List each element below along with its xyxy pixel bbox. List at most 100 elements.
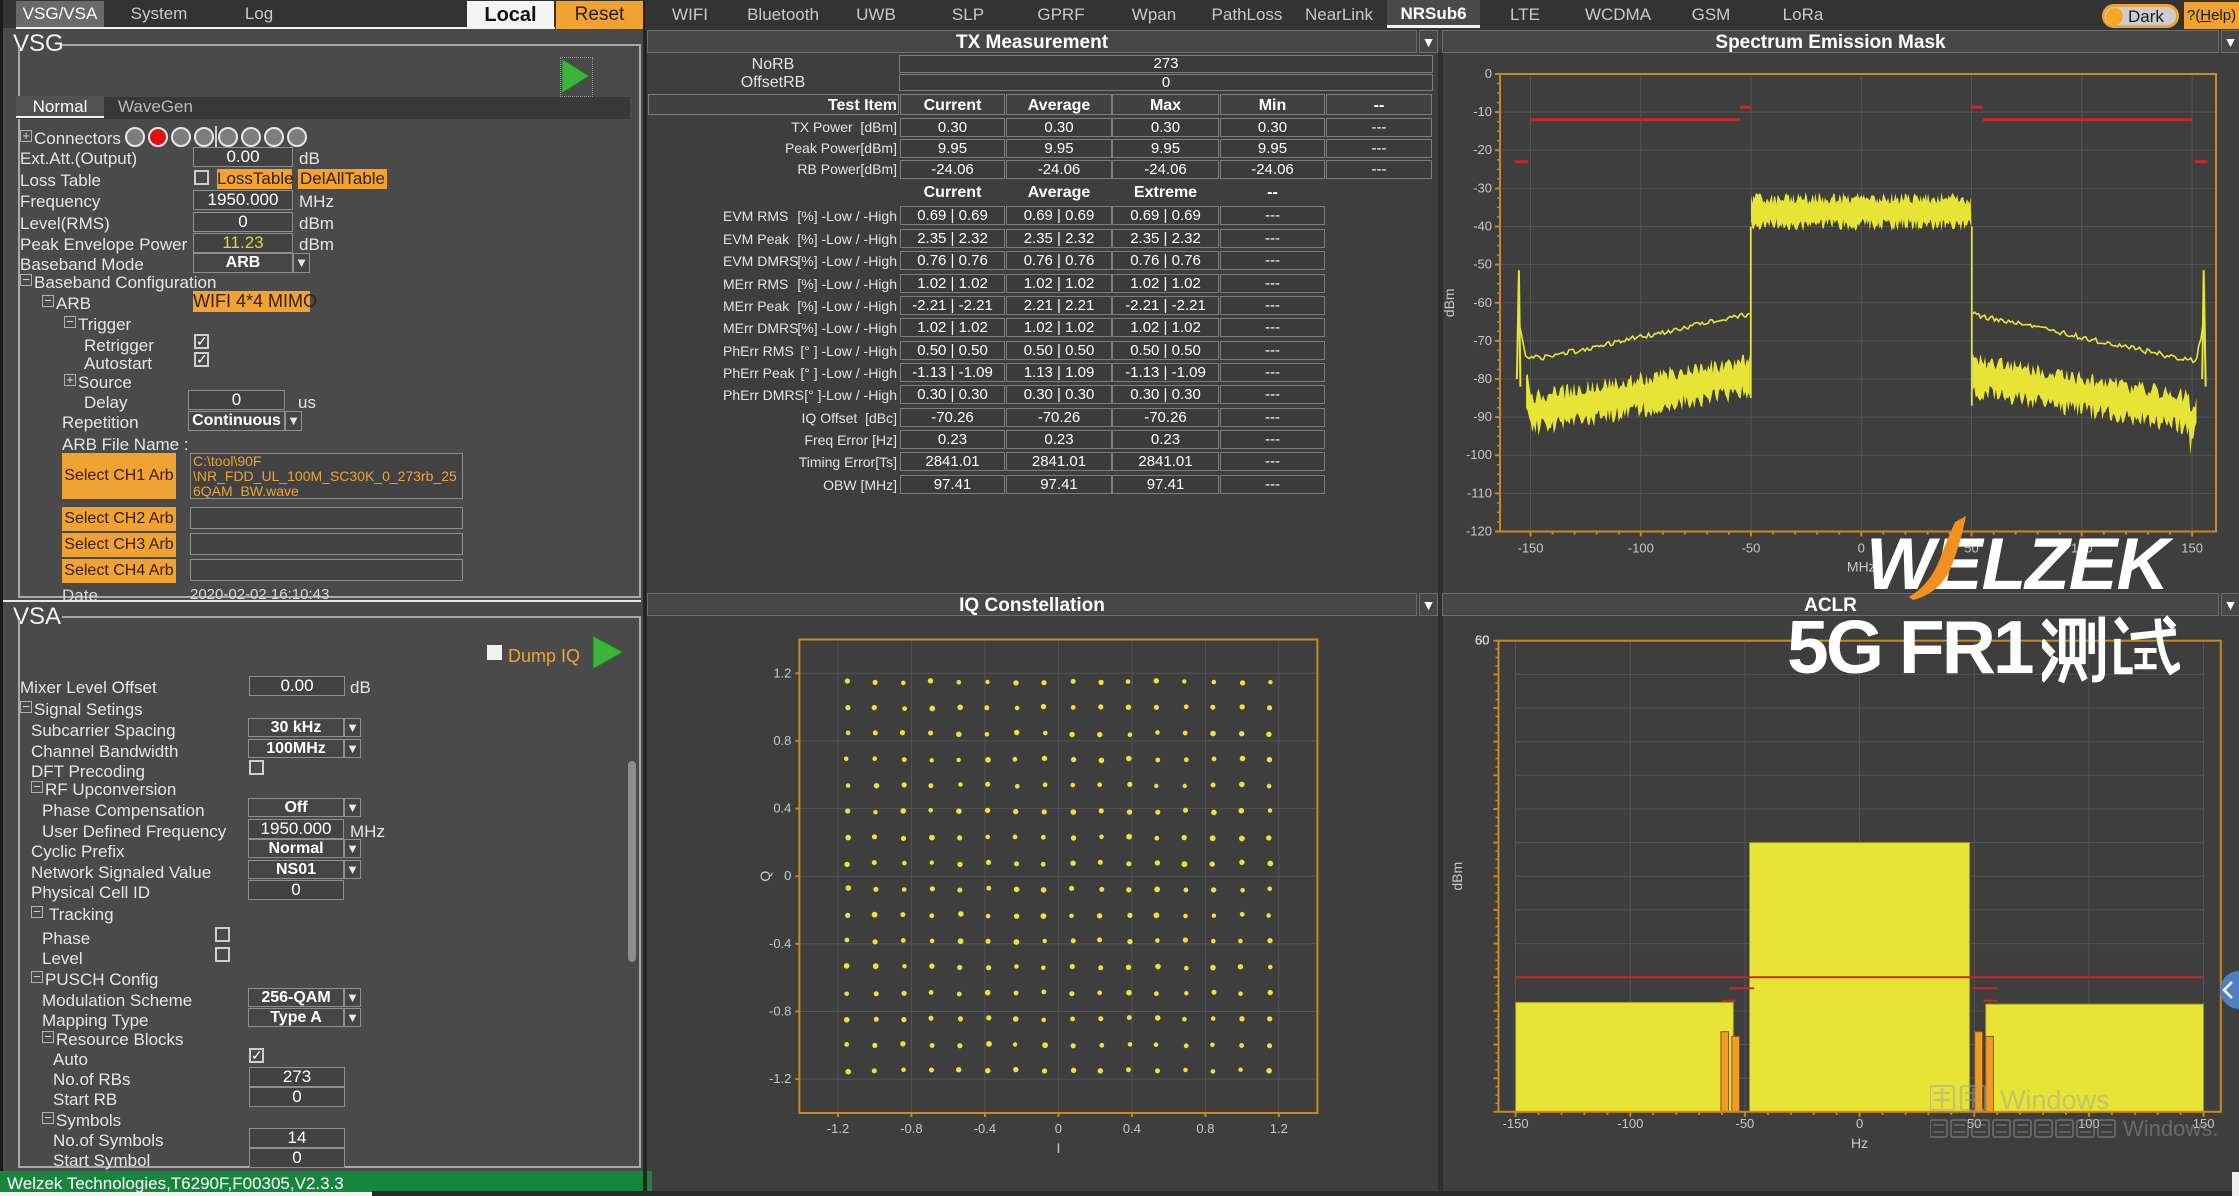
svg-text:60: 60 [1475, 633, 1489, 648]
svg-text:0: 0 [1856, 1116, 1863, 1131]
svg-text:60: 60 [1475, 633, 1489, 648]
svg-text:-100: -100 [1466, 447, 1492, 462]
svg-text:0: 0 [1055, 1121, 1062, 1136]
svg-text:60: 60 [1475, 633, 1489, 648]
svg-text:60: 60 [1475, 633, 1489, 648]
svg-text:60: 60 [1475, 633, 1489, 648]
svg-text:60: 60 [1475, 633, 1489, 648]
svg-text:60: 60 [1475, 633, 1489, 648]
svg-text:I: I [1056, 1140, 1060, 1156]
svg-text:0.4: 0.4 [1123, 1121, 1141, 1136]
svg-text:60: 60 [1475, 633, 1489, 648]
svg-text:60: 60 [1475, 633, 1489, 648]
svg-text:60: 60 [1475, 633, 1489, 648]
svg-text:60: 60 [1475, 633, 1489, 648]
svg-text:60: 60 [1475, 633, 1489, 648]
svg-text:60: 60 [1475, 633, 1489, 648]
svg-text:-90: -90 [1473, 409, 1492, 424]
svg-text:60: 60 [1475, 633, 1489, 648]
svg-text:Windows.: Windows. [2123, 1116, 2218, 1141]
svg-text:-1.2: -1.2 [769, 1071, 791, 1086]
svg-text:150: 150 [2193, 1116, 2215, 1131]
svg-text:-110: -110 [1467, 485, 1492, 500]
svg-text:-80: -80 [1473, 371, 1492, 386]
svg-text:60: 60 [1475, 633, 1489, 648]
svg-text:50: 50 [1964, 541, 1978, 556]
svg-text:-1.2: -1.2 [827, 1121, 849, 1136]
svg-text:-150: -150 [1503, 1116, 1529, 1131]
svg-text:-100: -100 [1617, 1116, 1643, 1131]
svg-text:1.2: 1.2 [1270, 1121, 1288, 1136]
svg-text:60: 60 [1475, 633, 1489, 648]
svg-text:60: 60 [1475, 633, 1489, 648]
svg-text:60: 60 [1475, 633, 1489, 648]
svg-text:60: 60 [1475, 633, 1489, 648]
svg-text:60: 60 [1475, 633, 1489, 648]
svg-text:60: 60 [1475, 633, 1489, 648]
svg-text:-10: -10 [1473, 104, 1492, 119]
svg-text:0: 0 [1485, 66, 1492, 81]
svg-text:60: 60 [1475, 633, 1489, 648]
svg-text:60: 60 [1475, 633, 1489, 648]
svg-text:60: 60 [1475, 633, 1489, 648]
svg-text:60: 60 [1475, 633, 1489, 648]
svg-text:60: 60 [1475, 633, 1489, 648]
svg-text:60: 60 [1475, 633, 1489, 648]
svg-text:60: 60 [1475, 633, 1489, 648]
svg-text:-50: -50 [1742, 541, 1761, 556]
svg-text:60: 60 [1475, 633, 1489, 648]
svg-text:MHz: MHz [1847, 559, 1876, 575]
svg-text:-40: -40 [1473, 219, 1492, 234]
svg-text:60: 60 [1475, 633, 1489, 648]
svg-text:150: 150 [2181, 541, 2203, 556]
svg-text:dBm: dBm [1441, 288, 1457, 317]
svg-text:60: 60 [1475, 633, 1489, 648]
svg-text:60: 60 [1475, 633, 1489, 648]
svg-text:60: 60 [1475, 633, 1489, 648]
svg-text:60: 60 [1475, 633, 1489, 648]
svg-text:60: 60 [1475, 633, 1489, 648]
svg-text:60: 60 [1475, 633, 1489, 648]
svg-text:60: 60 [1475, 633, 1489, 648]
svg-text:1.2: 1.2 [773, 665, 791, 680]
svg-text:-0.8: -0.8 [769, 1004, 791, 1019]
svg-text:60: 60 [1475, 633, 1489, 648]
svg-text:60: 60 [1475, 633, 1489, 648]
svg-text:60: 60 [1475, 633, 1489, 648]
svg-text:-60: -60 [1473, 295, 1492, 310]
svg-text:60: 60 [1475, 633, 1489, 648]
svg-text:-0.4: -0.4 [974, 1121, 996, 1136]
svg-text:60: 60 [1475, 633, 1489, 648]
svg-text:-150: -150 [1517, 541, 1543, 556]
svg-text:60: 60 [1475, 633, 1489, 648]
svg-text:0.8: 0.8 [1196, 1121, 1214, 1136]
svg-text:Q: Q [760, 871, 773, 882]
svg-text:-0.8: -0.8 [900, 1121, 922, 1136]
svg-text:60: 60 [1475, 633, 1489, 648]
svg-text:-100: -100 [1628, 541, 1654, 556]
svg-text:0: 0 [1858, 541, 1865, 556]
svg-text:100: 100 [2071, 541, 2093, 556]
svg-text:60: 60 [1475, 633, 1489, 648]
svg-text:60: 60 [1475, 633, 1489, 648]
svg-text:60: 60 [1475, 633, 1489, 648]
svg-text:60: 60 [1475, 633, 1489, 648]
svg-text:Hz: Hz [1851, 1135, 1868, 1151]
svg-text:60: 60 [1475, 633, 1489, 648]
svg-text:Windows: Windows [2000, 1085, 2110, 1115]
svg-text:60: 60 [1475, 633, 1489, 648]
svg-text:0.8: 0.8 [773, 733, 791, 748]
svg-text:60: 60 [1475, 633, 1489, 648]
svg-text:-120: -120 [1466, 524, 1492, 539]
svg-text:-20: -20 [1473, 142, 1492, 157]
svg-text:60: 60 [1475, 633, 1489, 648]
svg-text:-50: -50 [1736, 1116, 1755, 1131]
svg-text:-70: -70 [1473, 333, 1492, 348]
svg-text:60: 60 [1475, 633, 1489, 648]
svg-text:-0.4: -0.4 [769, 936, 791, 951]
svg-text:60: 60 [1475, 633, 1489, 648]
svg-text:60: 60 [1475, 633, 1489, 648]
svg-text:-50: -50 [1473, 257, 1492, 272]
svg-text:0.4: 0.4 [773, 801, 791, 816]
svg-text:60: 60 [1475, 633, 1489, 648]
